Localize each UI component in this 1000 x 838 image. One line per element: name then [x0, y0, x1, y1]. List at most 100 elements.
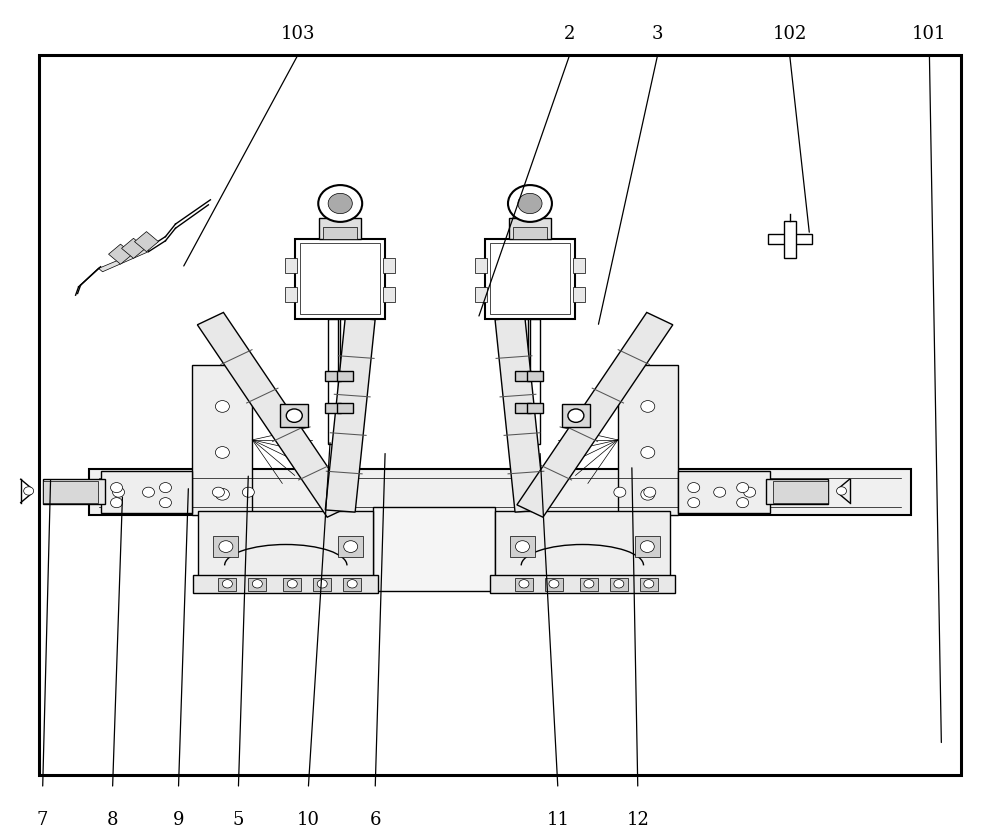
- Bar: [768, 234, 812, 244]
- Text: 9: 9: [173, 810, 184, 829]
- Text: 2: 2: [564, 24, 576, 43]
- Text: 101: 101: [912, 24, 947, 43]
- Circle shape: [737, 483, 749, 493]
- Text: 12: 12: [626, 810, 649, 829]
- Bar: [193, 575, 378, 593]
- Polygon shape: [197, 313, 353, 517]
- Bar: [766, 479, 828, 504]
- Circle shape: [252, 580, 262, 588]
- Circle shape: [159, 498, 171, 508]
- Circle shape: [519, 580, 529, 588]
- Circle shape: [215, 401, 229, 412]
- Circle shape: [287, 580, 297, 588]
- Circle shape: [688, 483, 700, 493]
- Polygon shape: [122, 238, 145, 258]
- Bar: [515, 578, 533, 591]
- Bar: [562, 404, 590, 427]
- Circle shape: [515, 541, 529, 552]
- Bar: [515, 371, 531, 381]
- Bar: [285, 257, 297, 272]
- Bar: [43, 479, 105, 504]
- Bar: [513, 226, 547, 239]
- Bar: [383, 287, 395, 302]
- Bar: [325, 371, 341, 381]
- Circle shape: [737, 498, 749, 508]
- Circle shape: [614, 580, 624, 588]
- Polygon shape: [325, 318, 375, 512]
- Circle shape: [215, 447, 229, 458]
- Circle shape: [584, 580, 594, 588]
- Circle shape: [159, 483, 171, 493]
- Circle shape: [24, 487, 34, 495]
- Text: 11: 11: [546, 810, 569, 829]
- Bar: [43, 481, 98, 503]
- Text: 7: 7: [37, 810, 48, 829]
- Circle shape: [317, 580, 327, 588]
- Bar: [192, 365, 252, 515]
- Circle shape: [614, 487, 626, 497]
- Bar: [373, 507, 495, 591]
- Circle shape: [549, 580, 559, 588]
- Bar: [325, 403, 341, 413]
- Circle shape: [286, 409, 302, 422]
- Circle shape: [568, 409, 584, 422]
- Bar: [295, 239, 385, 318]
- Polygon shape: [99, 247, 148, 272]
- Circle shape: [318, 185, 362, 222]
- Bar: [640, 578, 658, 591]
- Circle shape: [688, 498, 700, 508]
- Circle shape: [242, 487, 254, 497]
- Polygon shape: [109, 244, 133, 264]
- Bar: [285, 287, 297, 302]
- Bar: [338, 536, 363, 557]
- Bar: [784, 220, 796, 257]
- Text: 5: 5: [233, 810, 244, 829]
- Bar: [340, 318, 350, 444]
- Bar: [337, 371, 353, 381]
- Bar: [580, 578, 598, 591]
- Bar: [198, 511, 373, 578]
- Bar: [490, 575, 675, 593]
- Bar: [773, 481, 828, 503]
- Bar: [485, 239, 575, 318]
- Circle shape: [744, 487, 756, 497]
- Circle shape: [222, 580, 232, 588]
- Circle shape: [518, 194, 542, 214]
- Circle shape: [344, 541, 358, 552]
- Circle shape: [640, 541, 654, 552]
- Bar: [218, 578, 236, 591]
- Bar: [678, 471, 770, 513]
- Bar: [545, 578, 563, 591]
- Polygon shape: [135, 231, 158, 251]
- Circle shape: [508, 185, 552, 222]
- Bar: [618, 365, 678, 515]
- Circle shape: [113, 487, 125, 497]
- Circle shape: [111, 498, 123, 508]
- Bar: [383, 257, 395, 272]
- Bar: [319, 218, 361, 239]
- Polygon shape: [495, 318, 545, 512]
- Bar: [527, 371, 543, 381]
- Bar: [323, 226, 357, 239]
- Bar: [518, 318, 528, 444]
- Bar: [300, 243, 380, 314]
- Bar: [510, 536, 535, 557]
- Bar: [490, 243, 570, 314]
- Circle shape: [837, 487, 847, 495]
- Bar: [530, 318, 540, 444]
- Text: 10: 10: [297, 810, 320, 829]
- Circle shape: [111, 483, 123, 493]
- Bar: [509, 218, 551, 239]
- Circle shape: [142, 487, 154, 497]
- Text: 103: 103: [281, 24, 316, 43]
- Circle shape: [714, 487, 726, 497]
- Polygon shape: [517, 313, 673, 517]
- Circle shape: [641, 447, 655, 458]
- Circle shape: [644, 487, 656, 497]
- Circle shape: [219, 541, 233, 552]
- Bar: [313, 578, 331, 591]
- Circle shape: [641, 401, 655, 412]
- Bar: [495, 511, 670, 578]
- Bar: [101, 471, 192, 513]
- Bar: [635, 536, 660, 557]
